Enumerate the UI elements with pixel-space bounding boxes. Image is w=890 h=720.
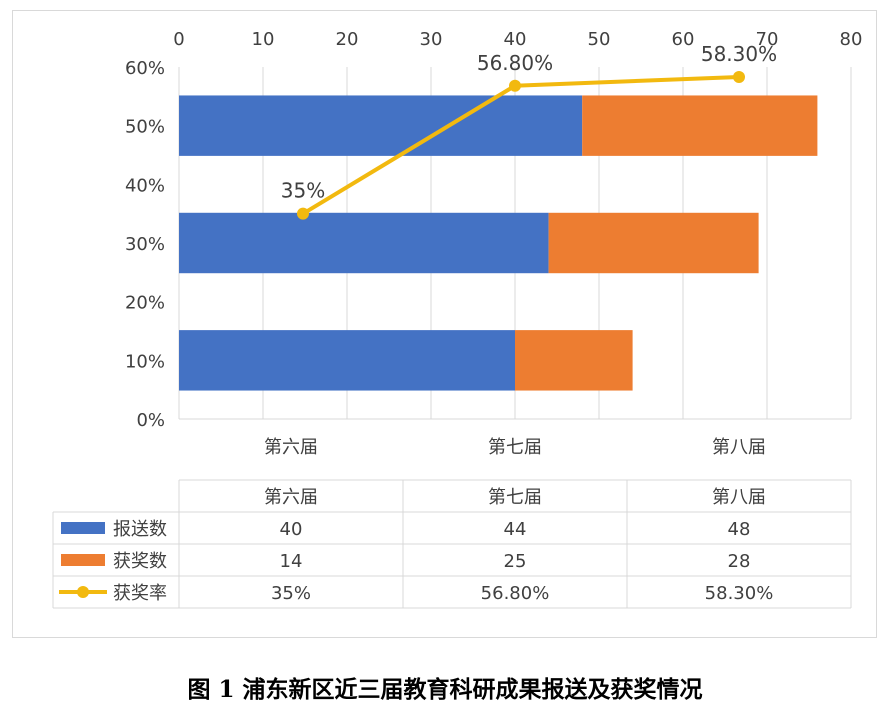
top-axis-tick-label: 50 <box>588 29 611 50</box>
line-point <box>733 70 745 83</box>
table-cell: 25 <box>504 551 527 572</box>
top-axis-tick-label: 10 <box>252 29 275 50</box>
top-axis-tick-label: 40 <box>504 29 527 50</box>
category-label: 第六届 <box>264 437 318 458</box>
left-axis-tick-label: 30% <box>125 234 165 255</box>
table-cell: 14 <box>280 551 303 572</box>
left-axis-tick-label: 40% <box>125 175 165 196</box>
bar-awarded <box>548 212 759 274</box>
top-axis-tick-label: 20 <box>336 29 359 50</box>
table-cell: 48 <box>728 519 751 540</box>
left-axis-tick-label: 10% <box>125 351 165 372</box>
top-axis-tick-label: 30 <box>420 29 443 50</box>
table-cell: 35% <box>271 583 311 604</box>
legend-key-bar <box>61 554 105 566</box>
left-axis-tick-label: 20% <box>125 293 165 314</box>
table-cell: 44 <box>504 519 527 540</box>
table-cell: 40 <box>280 519 303 540</box>
top-axis-tick-label: 70 <box>756 29 779 50</box>
legend-label: 获奖率 <box>113 583 167 604</box>
data-label: 58.30% <box>701 42 777 66</box>
legend-key-bar <box>61 522 105 534</box>
figure-caption: 图 1 浦东新区近三届教育科研成果报送及获奖情况 <box>187 676 703 703</box>
left-axis-tick-label: 60% <box>125 58 165 79</box>
category-label: 第八届 <box>712 437 766 458</box>
bar-awarded <box>582 95 818 156</box>
table-header: 第六届 <box>264 487 318 508</box>
chart-frame: 0 10 20 30 40 50 60 70 80 0% 10% 20% 30% 40% 50% 60% 第六届… <box>12 10 877 638</box>
bar-submitted <box>179 330 515 391</box>
chart-svg: 0 10 20 30 40 50 60 70 80 0% 10% 20% 30% 40% 50% 60% 第六届… <box>52 29 863 609</box>
table-cell: 28 <box>728 551 751 572</box>
line-point <box>509 79 521 92</box>
table-cell: 56.80% <box>481 583 550 604</box>
bar-submitted <box>179 212 549 274</box>
top-axis-tick-label: 60 <box>672 29 695 50</box>
legend-label: 获奖数 <box>113 551 167 572</box>
bar-submitted <box>179 95 583 156</box>
left-axis-tick-label: 50% <box>125 117 165 138</box>
category-label: 第七届 <box>488 437 542 458</box>
data-label: 35% <box>281 179 325 203</box>
data-label: 56.80% <box>477 51 553 75</box>
legend-label: 报送数 <box>113 519 167 540</box>
bar-awarded <box>515 330 633 391</box>
table-header: 第七届 <box>488 487 542 508</box>
table-cell: 58.30% <box>705 583 774 604</box>
legend-key-marker <box>77 586 89 598</box>
top-axis-tick-label: 80 <box>840 29 863 50</box>
line-point <box>297 207 309 220</box>
left-axis-tick-label: 0% <box>136 410 165 431</box>
top-axis-tick-label: 0 <box>173 29 184 50</box>
table-header: 第八届 <box>712 487 766 508</box>
